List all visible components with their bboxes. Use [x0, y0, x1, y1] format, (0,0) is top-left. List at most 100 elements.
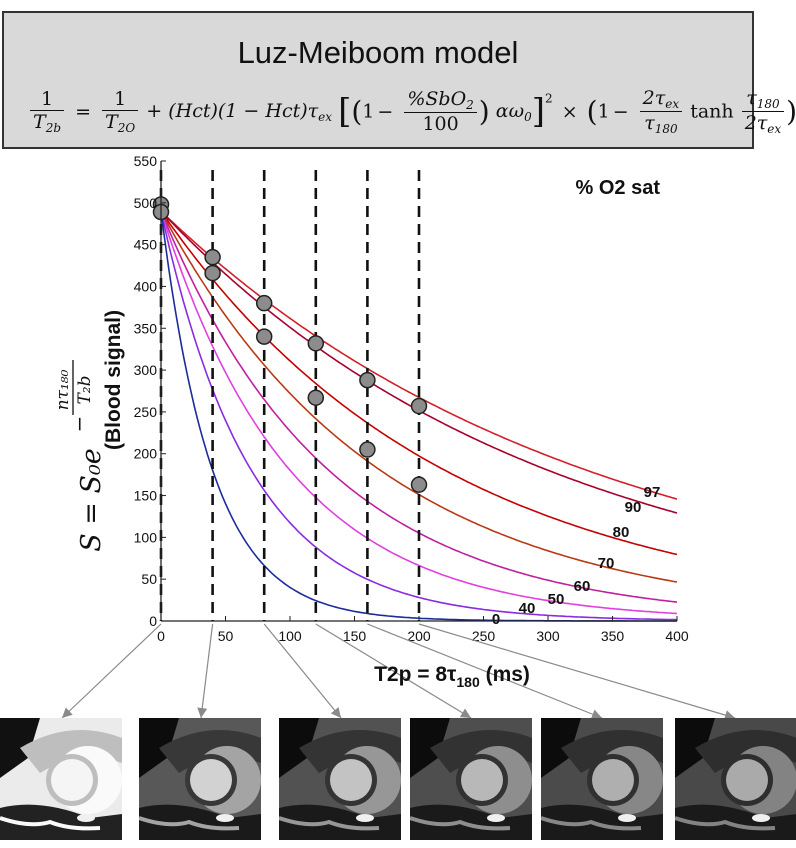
eq-sat-num: %SbO	[407, 88, 467, 110]
series-label-40: 40	[519, 600, 536, 617]
mri-image-160ms	[541, 718, 663, 840]
y-formula-text: S = S₀e	[76, 448, 107, 552]
series-label-0: 0	[492, 611, 500, 628]
y-tick-label-500: 500	[134, 195, 158, 211]
eq-square: 2	[545, 91, 553, 106]
y-tick-label-350: 350	[134, 320, 158, 336]
y-tick-label-450: 450	[134, 237, 158, 253]
y-formula-exp-den: T₂b	[75, 375, 95, 404]
x-tick-label-50: 50	[218, 628, 234, 644]
eq-tau-fraction: 2τex τ180	[639, 87, 683, 136]
eq-lhs-den-sub: 2b	[45, 121, 62, 135]
series-label-97: 97	[644, 484, 661, 501]
connector-arrow-4	[590, 709, 602, 719]
eq-tanh-fraction: τ180 2τex	[741, 87, 785, 136]
x-tick-label-0: 0	[157, 628, 165, 644]
y-axis-formula: S = S₀e nτ₁₈₀ T₂b −	[53, 360, 107, 552]
mri-image-200ms	[675, 718, 796, 840]
eq-hct-sub: ex	[318, 109, 333, 124]
connector-0	[61, 623, 162, 719]
eq-tanh: tanh	[690, 100, 734, 123]
curve-40	[160, 211, 677, 621]
series-label-70: 70	[598, 555, 615, 572]
eq-equals: =	[75, 100, 91, 123]
series-label-60: 60	[574, 578, 591, 595]
eq-tanh-den: 2τ	[744, 112, 768, 134]
connector-5	[418, 623, 736, 719]
connector-3	[315, 623, 472, 719]
eq-sat-num-sub: 2	[466, 98, 474, 112]
x-tick-label-200: 200	[407, 628, 431, 644]
eq-tau-num: 2τ	[642, 87, 666, 109]
y-tick-label-0: 0	[149, 613, 157, 629]
marker-2	[204, 248, 221, 266]
x-tick-label-150: 150	[343, 628, 367, 644]
y-tick-label-100: 100	[134, 529, 158, 545]
x-tick-label-250: 250	[472, 628, 496, 644]
eq-t2o-den: T	[105, 111, 118, 133]
marker-4	[255, 294, 273, 312]
y-tick-label-250: 250	[134, 404, 158, 420]
eq-minus-a: −	[377, 100, 394, 123]
marker-6	[307, 335, 325, 352]
eq-t2o-den-sub: 2O	[117, 121, 136, 135]
x-axis-label-tail: (ms)	[480, 663, 530, 686]
eq-one-b: 1	[597, 100, 610, 123]
marker-11	[410, 476, 428, 493]
mri-image-120ms	[410, 718, 532, 840]
y-tick-label-50: 50	[141, 571, 157, 587]
eq-t2o-fraction: 1 T2O	[102, 88, 139, 135]
model-title-panel: Luz-Meiboom model 1 T2b = 1 T2O + (Hct)(…	[2, 11, 796, 149]
luz-meiboom-equation: 1 T2b = 1 T2O + (Hct)(1 − Hct)τex [(1− %…	[28, 87, 796, 147]
y-formula-minus: −	[67, 416, 91, 433]
x-axis-label: T2p = 8τ180 (ms)	[374, 663, 530, 690]
eq-omega-sub: 0	[524, 109, 532, 124]
connector-arrow-2	[330, 707, 341, 718]
curve-97	[160, 210, 678, 500]
x-tick-label-350: 350	[601, 628, 625, 644]
marker-3	[204, 264, 221, 282]
y-axis-label-main: (Blood signal)	[102, 310, 125, 450]
series-label-50: 50	[548, 591, 565, 608]
connector-arrow-1	[197, 707, 208, 718]
x-axis-label-sub: 180	[456, 674, 480, 690]
y-axis-label: (Blood signal)	[102, 310, 125, 450]
eq-one-a: 1	[362, 100, 375, 123]
mri-image-80ms	[279, 718, 401, 840]
mri-slice-3	[410, 718, 532, 840]
marker-5	[255, 328, 273, 345]
eq-times: ×	[561, 100, 578, 123]
y-formula-exp-num: nτ₁₈₀	[53, 369, 73, 410]
eq-tau-den: τ	[644, 112, 655, 134]
y-tick-label-300: 300	[134, 362, 158, 378]
y-tick-label-150: 150	[134, 488, 158, 504]
connector-2	[263, 623, 342, 719]
mri-slice-0	[0, 718, 122, 840]
y-tick-label-200: 200	[134, 446, 158, 462]
eq-tanh-num: τ	[746, 87, 757, 109]
connector-arrow-0	[62, 707, 73, 718]
x-tick-label-300: 300	[536, 628, 560, 644]
eq-tau-num-sub: ex	[665, 97, 680, 111]
legend-title: % O2 sat	[576, 177, 661, 199]
mri-slice-5	[675, 718, 796, 840]
eq-sat-den: 100	[422, 113, 459, 135]
marker-7	[307, 389, 325, 406]
mri-slice-4	[541, 718, 663, 840]
series-label-80: 80	[613, 524, 630, 541]
eq-hct-text: + (Hct)(1 − Hct)τ	[146, 99, 319, 122]
marker-9	[359, 441, 376, 458]
connector-arrow-5	[723, 710, 735, 720]
x-tick-label-400: 400	[665, 628, 689, 644]
y-tick-label-400: 400	[134, 278, 158, 294]
eq-tau-den-sub: 180	[654, 122, 678, 136]
connector-4	[367, 623, 603, 719]
y-tick-label-550: 550	[134, 153, 158, 169]
eq-tanh-den-sub: ex	[767, 122, 782, 136]
eq-sat-fraction: %SbO2 100	[404, 88, 477, 135]
eq-t2o-num: 1	[102, 88, 139, 111]
mri-slice-2	[279, 718, 401, 840]
mri-image-40ms	[139, 718, 261, 840]
marker-10	[410, 397, 428, 415]
